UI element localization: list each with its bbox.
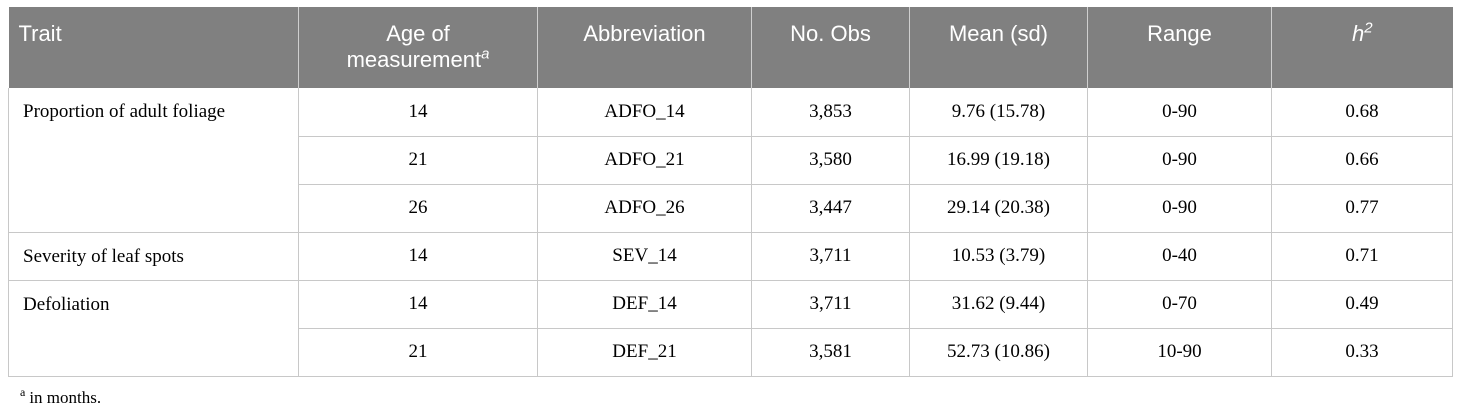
table-row: 26 ADFO_26 3,447 29.14 (20.38) 0-90 0.77	[9, 184, 1453, 233]
header-no-obs: No. Obs	[751, 7, 910, 88]
header-trait: Trait	[8, 7, 299, 88]
header-heritability: h2	[1271, 7, 1453, 88]
abbreviation-cell: SEV_14	[537, 232, 752, 281]
range-cell: 0-90	[1087, 184, 1272, 233]
table-footnote: a in months.	[20, 385, 102, 408]
h2-cell: 0.71	[1271, 232, 1453, 281]
abbreviation-cell: ADFO_21	[537, 136, 752, 185]
footnote-mark: a	[20, 385, 26, 400]
table-row: Proportion of adult foliage 14 ADFO_14 3…	[8, 88, 1453, 233]
header-abbreviation: Abbreviation	[537, 7, 752, 88]
range-cell: 10-90	[1087, 328, 1272, 377]
age-cell: 14	[298, 88, 538, 137]
header-row: Trait Age of measurementa Abbreviation N…	[8, 7, 1453, 88]
table-row: 21 DEF_21 3,581 52.73 (10.86) 10-90 0.33	[9, 328, 1453, 377]
footnote-text: in months.	[29, 388, 102, 407]
mean-sd-cell: 31.62 (9.44)	[909, 280, 1088, 329]
range-cell: 0-40	[1087, 232, 1272, 281]
mean-sd-cell: 29.14 (20.38)	[909, 184, 1088, 233]
trait-cell: Proportion of adult foliage	[8, 88, 299, 233]
abbreviation-cell: DEF_14	[537, 280, 752, 329]
no-obs-cell: 3,711	[751, 232, 910, 281]
table-row: 21 ADFO_21 3,580 16.99 (19.18) 0-90 0.66	[9, 136, 1453, 185]
h2-cell: 0.77	[1271, 184, 1453, 233]
header-age-footnote-mark: a	[481, 45, 490, 63]
range-cell: 0-90	[1087, 88, 1272, 137]
no-obs-cell: 3,581	[751, 328, 910, 377]
traits-table: Trait Age of measurementa Abbreviation N…	[8, 7, 1453, 377]
mean-sd-cell: 9.76 (15.78)	[909, 88, 1088, 137]
no-obs-cell: 3,447	[751, 184, 910, 233]
header-h2-base: h	[1351, 21, 1365, 46]
abbreviation-cell: ADFO_26	[537, 184, 752, 233]
h2-cell: 0.68	[1271, 88, 1453, 137]
header-age-line1: Age of	[386, 21, 450, 46]
mean-sd-cell: 16.99 (19.18)	[909, 136, 1088, 185]
age-cell: 21	[298, 136, 538, 185]
age-cell: 21	[298, 328, 538, 377]
abbreviation-cell: DEF_21	[537, 328, 752, 377]
header-mean-sd: Mean (sd)	[909, 7, 1088, 88]
age-cell: 14	[298, 232, 538, 281]
age-cell: 14	[298, 280, 538, 329]
header-age-line2: measurement	[346, 47, 482, 72]
mean-sd-cell: 52.73 (10.86)	[909, 328, 1088, 377]
h2-cell: 0.66	[1271, 136, 1453, 185]
table-row: Defoliation 14 DEF_14 3,711 31.62 (9.44)…	[8, 280, 1453, 377]
no-obs-cell: 3,580	[751, 136, 910, 185]
no-obs-cell: 3,853	[751, 88, 910, 137]
h2-cell: 0.49	[1271, 280, 1453, 329]
header-age-of-measurement: Age of measurementa	[298, 7, 538, 88]
age-cell: 26	[298, 184, 538, 233]
mean-sd-cell: 10.53 (3.79)	[909, 232, 1088, 281]
table-row: Severity of leaf spots 14 SEV_14 3,711 1…	[8, 232, 1453, 281]
table-body: Proportion of adult foliage 14 ADFO_14 3…	[8, 88, 1453, 377]
range-cell: 0-90	[1087, 136, 1272, 185]
abbreviation-cell: ADFO_14	[537, 88, 752, 137]
trait-cell: Severity of leaf spots	[8, 232, 299, 281]
trait-cell: Defoliation	[8, 280, 299, 377]
no-obs-cell: 3,711	[751, 280, 910, 329]
header-range: Range	[1087, 7, 1272, 88]
header-h2-exponent: 2	[1364, 19, 1373, 37]
range-cell: 0-70	[1087, 280, 1272, 329]
h2-cell: 0.33	[1271, 328, 1453, 377]
table-header: Trait Age of measurementa Abbreviation N…	[8, 7, 1453, 88]
